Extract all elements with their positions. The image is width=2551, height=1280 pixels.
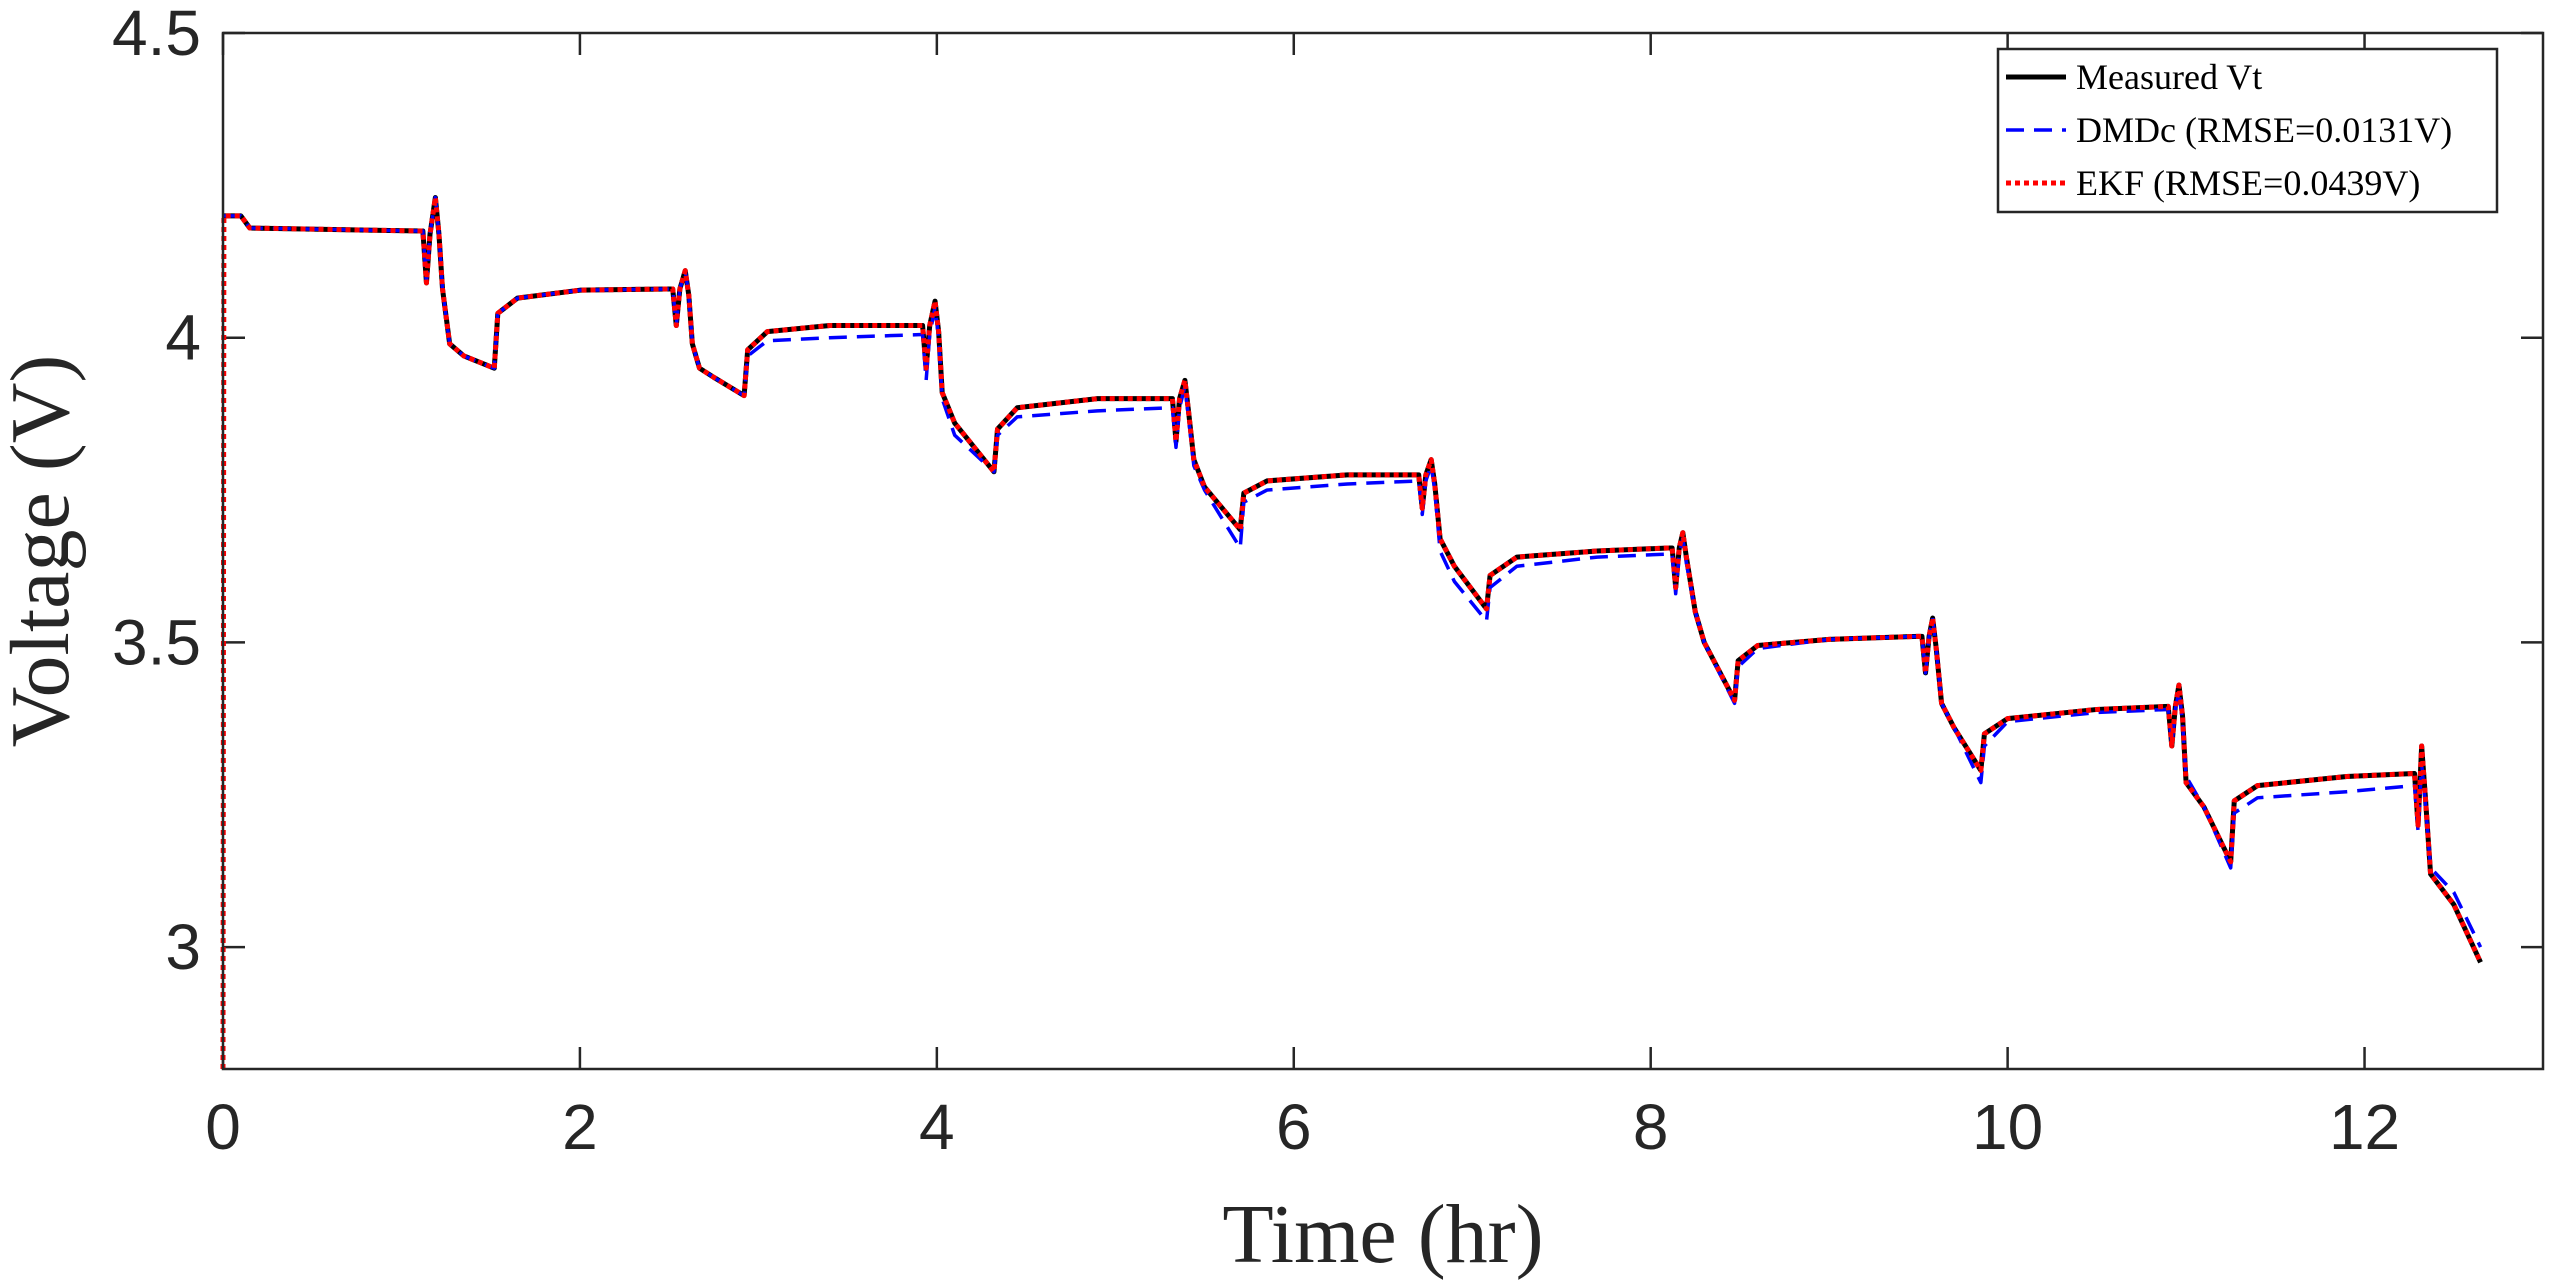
y-axis-label: Voltage (V) bbox=[0, 355, 87, 748]
x-tick-label: 6 bbox=[1276, 1091, 1312, 1163]
legend-box bbox=[1996, 47, 2499, 214]
y-tick-label: 3 bbox=[165, 911, 201, 983]
x-axis-label: Time (hr) bbox=[1222, 1188, 1543, 1280]
x-tick-label: 0 bbox=[205, 1091, 241, 1163]
x-tick-label: 4 bbox=[919, 1091, 955, 1163]
x-tick-label: 2 bbox=[562, 1091, 598, 1163]
x-tick-label: 12 bbox=[2329, 1091, 2400, 1163]
x-tick-label: 8 bbox=[1633, 1091, 1669, 1163]
plot-frame bbox=[221, 31, 2545, 1071]
data-line bbox=[222, 195, 2483, 948]
y-tick-label: 4 bbox=[165, 302, 201, 374]
x-tick-label: 10 bbox=[1972, 1091, 2043, 1163]
legend-label: DMDc (RMSE=0.0131V) bbox=[2076, 110, 2452, 150]
data-line bbox=[221, 195, 2483, 964]
y-tick-label: 4.5 bbox=[112, 0, 201, 69]
data-line bbox=[220, 195, 2483, 1070]
legend-label: Measured Vt bbox=[2076, 57, 2262, 97]
legend-label: EKF (RMSE=0.0439V) bbox=[2076, 163, 2420, 203]
y-tick-label: 3.5 bbox=[112, 606, 201, 678]
